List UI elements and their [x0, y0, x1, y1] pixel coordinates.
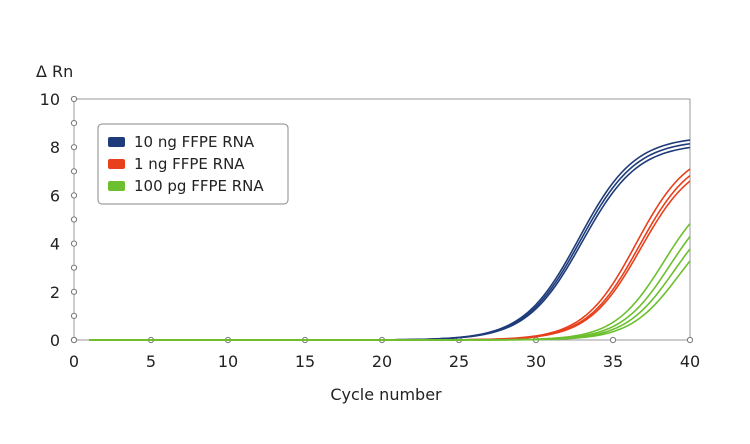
- y-tick-mark: [70, 168, 78, 175]
- y-tick-mark: [70, 216, 78, 223]
- y-tick-mark: [70, 336, 78, 344]
- y-tick-mark: [70, 240, 78, 247]
- x-tick-label: 25: [449, 352, 469, 371]
- x-tick-mark: [686, 336, 694, 344]
- curve-100-pg-ffpe-rna: [89, 260, 691, 341]
- x-tick-label: 0: [69, 352, 79, 371]
- y-tick-label: 4: [50, 235, 60, 254]
- legend-label: 1 ng FFPE RNA: [134, 155, 245, 173]
- y-tick-label: 8: [50, 138, 60, 157]
- legend-swatch: [108, 181, 125, 191]
- x-tick-label: 20: [372, 352, 392, 371]
- y-tick-label: 10: [40, 90, 60, 109]
- x-tick-label: 35: [603, 352, 623, 371]
- x-tick-mark: [609, 336, 617, 344]
- y-axis: 0 2 4 6 8 10: [40, 90, 78, 350]
- amplification-curves: [89, 139, 691, 341]
- x-tick-label: 5: [146, 352, 156, 371]
- y-tick-mark: [70, 192, 78, 199]
- x-tick-label: 15: [295, 352, 315, 371]
- x-tick-label: 30: [526, 352, 546, 371]
- legend-label: 10 ng FFPE RNA: [134, 133, 255, 151]
- x-tick-label: 40: [680, 352, 700, 371]
- y-tick-label: 2: [50, 283, 60, 302]
- legend-swatch: [108, 137, 125, 147]
- y-tick-mark: [70, 144, 78, 151]
- y-axis-title: Δ Rn: [36, 62, 73, 81]
- legend-label: 100 pg FFPE RNA: [134, 177, 264, 195]
- legend-swatch: [108, 159, 125, 169]
- x-axis: 0 5 10 15 20 25 30 35 40: [69, 336, 700, 371]
- y-tick-label: 0: [50, 331, 60, 350]
- y-tick-mark: [70, 312, 78, 319]
- y-tick-mark: [70, 288, 78, 295]
- y-tick-mark: [70, 264, 78, 271]
- x-tick-label: 10: [218, 352, 238, 371]
- legend-box: [97, 123, 289, 205]
- y-tick-mark: [70, 120, 78, 127]
- legend: 10 ng FFPE RNA 1 ng FFPE RNA 100 pg FFPE R…: [97, 123, 289, 205]
- y-tick-mark: [70, 95, 78, 103]
- y-tick-label: 6: [50, 186, 60, 205]
- x-axis-title: Cycle number: [330, 385, 442, 404]
